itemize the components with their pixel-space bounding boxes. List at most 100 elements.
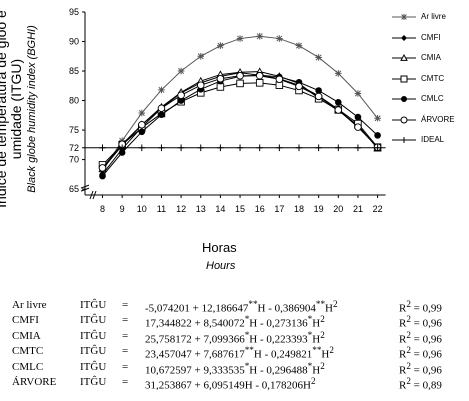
y-tick-label-80: 80	[69, 96, 79, 106]
equation-expression: 23,457047 + 7,687617**H - 0,249821**H2	[145, 345, 334, 361]
point-arvore-10	[138, 121, 146, 129]
legend-label-cmfi: CMFI	[421, 32, 441, 42]
equation-row: CMTC ITĜU = 23,457047 + 7,687617**H - 0,249…	[12, 345, 462, 361]
equation-name: CMLC	[12, 360, 44, 373]
legend-label-ideal: IDEAL	[421, 135, 445, 144]
equation-equals: =	[122, 314, 129, 327]
equation-expression: -5,074201 + 12,186647**H - 0,386904**H2	[145, 299, 338, 315]
point-ar-livre-12	[177, 67, 185, 75]
point-ideal-11	[158, 144, 165, 152]
legend-swatch-ideal	[392, 137, 416, 143]
equation-variable: ITĜU	[80, 329, 107, 342]
y-tick-label-95: 95	[69, 7, 79, 17]
point-cmtc-14	[216, 83, 225, 91]
equation-r-squared: R2 = 0,96	[399, 360, 442, 377]
point-ideal-10	[138, 144, 146, 152]
point-ar-livre-21	[354, 90, 362, 97]
point-cmlc-8	[99, 172, 106, 180]
legend-label-ar-livre: Ar livre	[421, 12, 446, 21]
point-ideal-19	[315, 144, 322, 152]
y-tick-label-70: 70	[69, 155, 79, 165]
equation-name: CMFI	[12, 314, 39, 327]
point-ar-livre-18	[295, 42, 303, 49]
y-axis-title-sub: Black globe humidity index (BGHI)	[26, 25, 38, 193]
equation-equals: =	[122, 375, 129, 388]
y-tick-label-85: 85	[69, 66, 79, 76]
equation-variable: ITĜU	[80, 299, 107, 311]
y-tick-label-75: 75	[69, 125, 79, 135]
x-tick-label-9: 9	[120, 204, 125, 214]
point-ideal-20	[335, 144, 342, 152]
x-tick-label-10: 10	[137, 204, 147, 214]
x-axis-title: Horas	[202, 240, 237, 255]
point-arvore-13	[196, 81, 205, 89]
point-cmtc-15	[236, 79, 244, 88]
point-arvore-16	[255, 72, 264, 80]
equation-expression: 17,344822 + 8,540072*H - 0,273136*H2	[145, 314, 325, 331]
y-axis-title: Índice de temperatura de gloo e umidade …	[0, 0, 52, 224]
point-cmlc-10	[138, 128, 146, 136]
legend-item-arvore: ÁRVORE	[391, 110, 466, 131]
point-ideal-16	[256, 144, 263, 152]
legend-item-cmfi: CMFI	[391, 28, 466, 49]
legend-swatch-cmfi	[392, 34, 416, 41]
point-ideal-14	[217, 144, 224, 152]
point-arvore-12	[177, 91, 185, 99]
equation-r-squared: R2 = 0,96	[399, 314, 442, 331]
legend-item-cmia: CMIA	[391, 48, 466, 69]
equation-variable: ITĜU	[80, 314, 107, 327]
chart-area: 65 70 72 75 80 85 90 95 8 9 10 11 12 13 14 15 16 17 18 19 20…	[69, 7, 386, 214]
point-arvore-14	[216, 74, 225, 83]
equation-row: ÁRVORE ITĜU = 31,253867 + 6,095149H - 0,178…	[12, 375, 462, 392]
equation-r-squared: R2 = 0,96	[399, 329, 442, 346]
legend-swatch-cmtc	[392, 75, 416, 82]
equation-row: Ar livre ITĜU = -5,074201 + 12,186647**H - …	[12, 299, 462, 315]
equation-row: CMLC ITĜU = 10,672597 + 9,333535*H - 0,2964…	[12, 360, 462, 377]
equation-row: CMFI ITĜU = 17,344822 + 8,540072*H - 0,2731…	[12, 314, 462, 331]
x-tick-label-19: 19	[314, 204, 324, 214]
equation-expression: 25,758172 + 7,099366*H - 0,223393*H2	[145, 329, 325, 346]
y-axis-break-mark	[80, 184, 90, 192]
point-ar-livre-17	[276, 35, 283, 42]
x-tick-label-13: 13	[196, 204, 206, 214]
point-ar-livre-13	[197, 52, 205, 60]
point-cmlc-20	[335, 99, 342, 106]
x-tick-label-15: 15	[235, 204, 245, 214]
x-tick-label-8: 8	[100, 204, 105, 214]
point-ar-livre-10	[138, 109, 146, 117]
x-tick-label-12: 12	[176, 204, 186, 214]
y-tick-label-72: 72	[69, 143, 79, 153]
legend-item-cmlc: CMLC	[391, 89, 466, 110]
equation-r-squared: R2 = 0,96	[399, 345, 442, 361]
equation-equals: =	[122, 360, 129, 373]
equation-variable: ITĜU	[80, 360, 107, 373]
equation-row: CMIA ITĜU = 25,758172 + 7,099366*H - 0,2233…	[12, 329, 462, 346]
point-ideal-17	[276, 144, 283, 152]
equation-r-squared: R2 = 0,99	[399, 299, 442, 315]
point-cmlc-22	[374, 132, 381, 139]
equation-expression: 31,253867 + 6,095149H - 0,178206H2	[145, 375, 316, 392]
point-ideal-21	[354, 144, 362, 152]
legend-swatch-cmlc	[392, 96, 416, 102]
legend-label-cmlc: CMLC	[421, 94, 444, 103]
equation-equals: =	[122, 345, 129, 358]
equation-equals: =	[122, 329, 129, 342]
point-cmlc-12	[177, 97, 185, 104]
point-ar-livre-11	[158, 86, 165, 94]
x-tick-label-16: 16	[255, 204, 265, 214]
legend-swatch-cmia	[392, 53, 416, 61]
equation-r-squared: R2 = 0,89	[399, 375, 442, 392]
x-tick-label-14: 14	[215, 204, 225, 214]
x-axis-break-mark	[89, 190, 97, 200]
point-cmlc-11	[158, 111, 165, 119]
x-tick-label-22: 22	[373, 204, 383, 214]
point-ideal-18	[295, 144, 303, 152]
equation-variable: ITĜU	[80, 345, 107, 358]
legend: Ar livre CMFI CMIA CMTC CMLC ÁRVORE IDEAL	[391, 7, 466, 151]
legend-label-cmtc: CMTC	[421, 73, 445, 83]
x-tick-label-20: 20	[333, 204, 343, 214]
point-arvore-21	[354, 123, 362, 131]
x-axis-subtitle: Hours	[206, 260, 236, 272]
equation-name: CMTC	[12, 345, 44, 358]
point-cmlc-19	[315, 87, 322, 94]
